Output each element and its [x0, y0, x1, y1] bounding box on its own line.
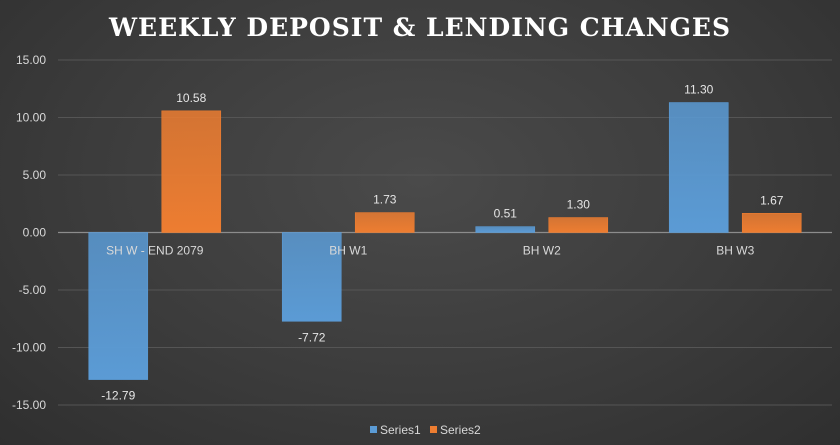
y-tick-label: 15.00 [16, 53, 46, 67]
y-tick-label: -10.00 [12, 341, 46, 355]
data-label: 10.58 [176, 91, 206, 105]
y-tick-label: -15.00 [12, 398, 46, 412]
bars [88, 102, 802, 380]
chart-title: WEEKLY DEPOSIT & LENDING CHANGES [108, 13, 731, 42]
bar-series1-2 [475, 226, 536, 233]
bar-series2-0 [161, 110, 222, 233]
legend-swatch [430, 426, 437, 433]
legend: Series1 Series2 [370, 423, 481, 437]
data-label: -12.79 [101, 389, 135, 403]
y-tick-label: 5.00 [23, 168, 47, 182]
legend-label: Series2 [440, 423, 481, 437]
data-label: 1.30 [567, 198, 591, 212]
bar-series2-2 [548, 217, 609, 233]
bar-series2-3 [741, 212, 802, 233]
category-label: BH W1 [329, 244, 367, 258]
category-label: BH W2 [523, 244, 561, 258]
bar-series2-1 [354, 212, 415, 233]
data-label: 1.67 [760, 193, 784, 207]
data-labels: -12.79 10.58 SH W - END 2079 -7.72 1.73 BH W1… [101, 83, 784, 403]
y-axis: 15.00 10.00 5.00 0.00 -5.00 -10.00 -15.00 [12, 53, 46, 412]
bar-series1-0 [88, 232, 149, 380]
legend-label: Series1 [380, 423, 421, 437]
data-label: 11.30 [684, 83, 713, 97]
y-tick-label: -5.00 [19, 283, 47, 297]
y-tick-label: 0.00 [23, 226, 47, 240]
category-label: SH W - END 2079 [106, 244, 204, 258]
category-label: BH W3 [716, 244, 754, 258]
data-label: 1.73 [373, 193, 397, 207]
data-label: 0.51 [494, 207, 518, 221]
bar-series1-3 [668, 102, 729, 233]
legend-swatch [370, 426, 377, 433]
bar-series1-1 [281, 232, 342, 322]
y-tick-label: 10.00 [16, 111, 46, 125]
data-label: -7.72 [298, 330, 326, 344]
